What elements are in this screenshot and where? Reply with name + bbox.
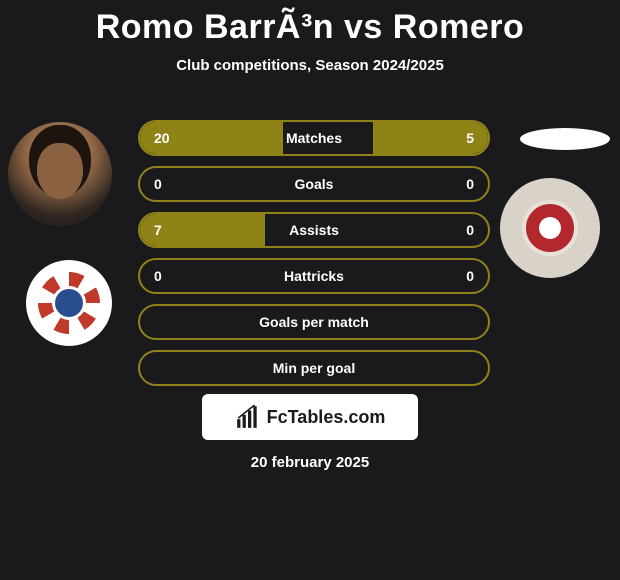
stat-value-right: 0 [438, 268, 488, 284]
stat-value-left: 7 [140, 222, 190, 238]
stat-row-matches: 20 Matches 5 [138, 120, 490, 156]
date-text: 20 february 2025 [0, 454, 620, 471]
stat-value-left: 20 [140, 130, 190, 146]
stat-value-right: 5 [438, 130, 488, 146]
branding-text: FcTables.com [267, 407, 386, 428]
stats-panel: 20 Matches 5 0 Goals 0 7 Assists 0 0 Hat… [138, 120, 490, 396]
page-title: Romo BarrÃ³n vs Romero [0, 0, 620, 47]
player-left-avatar [8, 122, 112, 226]
branding-badge: FcTables.com [202, 394, 418, 440]
chart-icon [235, 404, 261, 430]
subtitle: Club competitions, Season 2024/2025 [0, 57, 620, 74]
player-right-club-logo [500, 178, 600, 278]
stat-value-left: 0 [140, 268, 190, 284]
stat-value-right: 0 [438, 222, 488, 238]
stat-label: Matches [190, 130, 438, 146]
stat-value-left: 0 [140, 176, 190, 192]
stat-row-goals: 0 Goals 0 [138, 166, 490, 202]
stat-label: Goals per match [259, 314, 369, 330]
stat-label: Goals [190, 176, 438, 192]
stat-label: Assists [190, 222, 438, 238]
stat-value-right: 0 [438, 176, 488, 192]
player-left-club-logo [26, 260, 112, 346]
stat-label: Min per goal [273, 360, 355, 376]
player-right-avatar [520, 128, 610, 150]
stat-label: Hattricks [190, 268, 438, 284]
stat-row-assists: 7 Assists 0 [138, 212, 490, 248]
stat-row-goals-per-match: Goals per match [138, 304, 490, 340]
stat-row-min-per-goal: Min per goal [138, 350, 490, 386]
stat-row-hattricks: 0 Hattricks 0 [138, 258, 490, 294]
